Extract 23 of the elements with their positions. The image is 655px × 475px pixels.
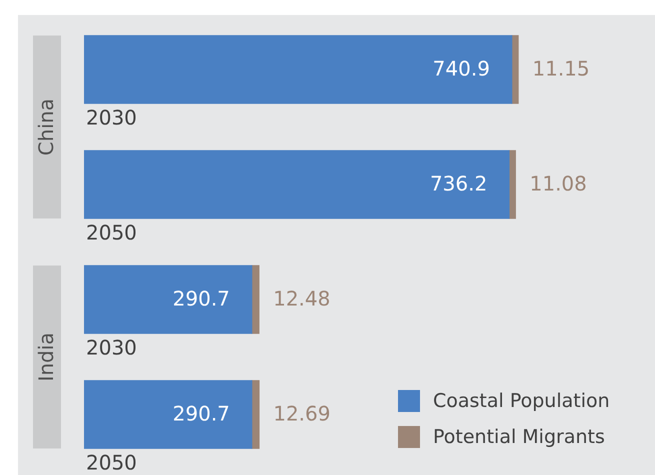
bar xyxy=(84,380,252,449)
bar xyxy=(508,150,516,219)
bar xyxy=(84,265,252,334)
bar xyxy=(252,265,260,334)
bar xyxy=(84,150,510,219)
y-tick-label: 2030 xyxy=(86,336,137,360)
legend-label: Potential Migrants xyxy=(433,426,605,448)
legend-label: Coastal Population xyxy=(433,390,610,412)
data-label: 12.69 xyxy=(273,402,330,426)
bar xyxy=(84,35,512,104)
data-label: 12.48 xyxy=(273,286,330,311)
data-label: 11.08 xyxy=(530,172,587,196)
data-label: 290.7 xyxy=(172,286,230,311)
text: India xyxy=(34,332,58,382)
data-label: 740.9 xyxy=(432,56,490,81)
data-label: 290.7 xyxy=(172,402,230,426)
bar xyxy=(252,380,260,449)
data-label: 736.2 xyxy=(430,172,488,196)
y-tick-label: 2030 xyxy=(86,106,137,130)
y-tick-label: 2050 xyxy=(86,450,137,475)
data-label: 11.15 xyxy=(532,56,590,81)
y-tick-label: 2050 xyxy=(86,220,137,245)
text: China xyxy=(34,98,58,156)
